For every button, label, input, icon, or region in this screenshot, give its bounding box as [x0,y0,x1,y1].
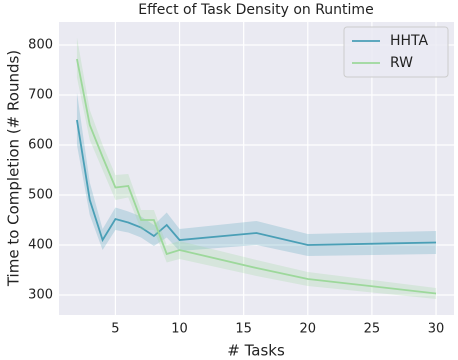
series-line [76,58,437,295]
x-tick-label: 20 [300,322,317,337]
legend-label: HHTA [390,33,429,49]
y-axis-label: Time to Completion (# Rounds) [5,50,23,287]
x-axis-label: # Tasks [227,342,285,360]
chart-title: Effect of Task Density on Runtime [138,2,373,18]
y-tick-label: 800 [28,38,53,53]
series-line [76,119,437,246]
y-tick-label: 700 [28,88,53,103]
x-tick-label: 30 [428,322,445,337]
x-tick-label: 15 [235,322,252,337]
y-tick-label: 500 [28,188,53,203]
y-tick-label: 400 [28,238,53,253]
legend-box [343,26,449,78]
x-tick-label: 10 [171,322,188,337]
x-tick-label: 25 [364,322,381,337]
legend-label: RW [390,55,413,71]
y-tick-label: 600 [28,138,53,153]
y-tick-label: 300 [28,288,53,303]
x-tick-label: 5 [111,322,119,337]
confidence-band [76,92,437,256]
